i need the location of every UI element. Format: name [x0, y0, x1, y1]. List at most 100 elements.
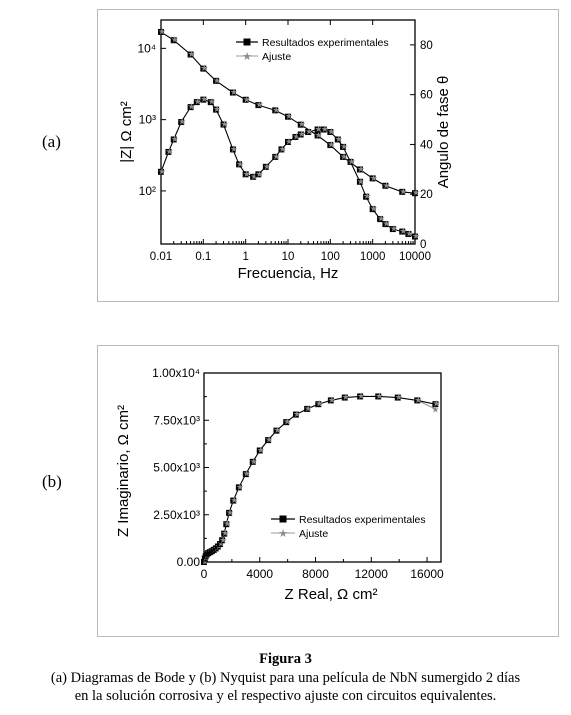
x-tick-label: 100	[321, 251, 340, 263]
nyquist-fit-point: ★	[293, 409, 301, 419]
phase-fit-point: ★	[412, 231, 420, 241]
y-tick-label: 7.50x10³	[153, 413, 200, 427]
nyquist-point	[357, 393, 364, 400]
nyquist-point	[432, 401, 439, 408]
nyquist-fit-point: ★	[431, 404, 439, 414]
phase-point	[334, 136, 341, 143]
phase-fit-point: ★	[220, 119, 228, 129]
modulus-point	[242, 96, 249, 103]
x-tick-label: 1	[242, 251, 248, 263]
phase-fit-point: ★	[335, 134, 343, 144]
phase-point	[369, 206, 376, 213]
phase-point	[340, 143, 347, 150]
phase-fit-point: ★	[243, 169, 251, 179]
phase-point	[213, 106, 220, 113]
bode-y-axis-label: |Z| Ω cm²	[118, 101, 135, 163]
modulus-fit-point: ★	[399, 186, 407, 196]
x-tick-label: 16000	[410, 567, 444, 581]
modulus-point	[158, 28, 164, 35]
x-tick-label: 0.1	[195, 251, 211, 263]
phase-fit-point: ★	[158, 166, 166, 176]
nyquist-point	[315, 401, 322, 408]
modulus-point	[314, 132, 321, 139]
bode-y2-axis-label: Angulo de fase θ	[435, 76, 452, 189]
phase-point	[262, 163, 269, 170]
nyquist-point	[256, 447, 263, 454]
y-tick-label: 2.50x10³	[153, 508, 200, 522]
modulus-point	[412, 190, 418, 197]
nyquist-point	[327, 397, 334, 404]
phase-point	[285, 138, 291, 145]
phase-fit-point: ★	[377, 214, 385, 224]
bode-chart: 0.01 0.1 1 10 100 1000 10000 10² 10³ 10⁴ 0 20 40 60 80…	[118, 19, 452, 282]
nyquist-fit-point: ★	[257, 445, 265, 455]
phase-point	[297, 131, 304, 138]
nyquist-fit-point: ★	[342, 392, 350, 402]
phase-fit-point: ★	[194, 97, 202, 107]
phase-fit-point: ★	[278, 144, 286, 154]
nyquist-fit-point: ★	[414, 395, 422, 405]
modulus-point	[213, 77, 220, 84]
phase-point	[382, 221, 389, 228]
phase-fit-point: ★	[208, 97, 216, 107]
x-tick-label: 8000	[302, 567, 329, 581]
nyquist-fit-point: ★	[283, 417, 291, 427]
y-tick-label: 10³	[139, 113, 156, 127]
nyquist-point	[341, 394, 348, 401]
modulus-fit-point: ★	[357, 164, 365, 174]
phase-point	[193, 99, 200, 106]
modulus-point	[285, 113, 291, 120]
phase-fit-point: ★	[340, 141, 348, 151]
modulus-fit-point: ★	[327, 140, 335, 150]
figure-caption-line-2: en la solución corrosiva y el respectivo…	[74, 688, 497, 704]
nyquist-fit-tail	[417, 399, 436, 410]
phase-fit-point: ★	[298, 129, 306, 139]
x-tick-label: 4000	[246, 567, 273, 581]
modulus-fit-point: ★	[412, 188, 420, 198]
modulus-fit-point: ★	[370, 173, 378, 183]
phase-point	[399, 228, 406, 235]
y-tick-label: 10²	[139, 184, 156, 198]
phase-fit-point: ★	[236, 159, 244, 169]
modulus-point	[272, 107, 279, 114]
legend-marker-square	[243, 38, 251, 46]
modulus-point	[382, 182, 389, 189]
phase-fit-point: ★	[213, 104, 221, 114]
nyquist-fit-point: ★	[375, 391, 383, 401]
nyquist-point	[242, 471, 249, 478]
modulus-fit-point: ★	[213, 75, 221, 85]
modulus-point	[255, 102, 262, 109]
nyquist-fit-point: ★	[315, 399, 323, 409]
phase-fit-point: ★	[178, 117, 186, 127]
modulus-fit-point: ★	[200, 63, 208, 73]
bode-x-axis-label: Frecuencia, Hz	[238, 265, 339, 282]
phase-point	[170, 136, 177, 143]
nyquist-point	[249, 458, 256, 465]
phase-point	[327, 129, 334, 135]
legend-label-experimental: Resultados experimentales	[262, 37, 389, 49]
phase-point	[200, 96, 207, 103]
nyquist-fit-point: ★	[250, 456, 258, 466]
phase-point	[347, 158, 354, 165]
modulus-fit-point: ★	[315, 130, 323, 140]
modulus-point	[229, 89, 236, 96]
nyquist-y-axis-label: Z Imaginario, Ω cm²	[115, 405, 132, 537]
modulus-fit-point: ★	[285, 111, 293, 121]
x-tick-label: 12000	[355, 567, 389, 581]
phase-fit-point: ★	[390, 224, 398, 234]
nyquist-point	[394, 394, 401, 401]
phase-fit-point: ★	[357, 176, 365, 186]
phase-fit-point: ★	[305, 127, 313, 137]
legend-label-experimental: Resultados experimentales	[299, 514, 426, 526]
x-tick-label: 10000	[399, 251, 431, 263]
modulus-point	[340, 153, 347, 160]
phase-fit-point: ★	[405, 229, 413, 239]
modulus-point	[399, 188, 406, 195]
nyquist-point	[230, 497, 237, 504]
modulus-fit-point: ★	[243, 94, 251, 104]
nyquist-point	[414, 397, 421, 404]
phase-point	[207, 99, 214, 106]
modulus-point	[356, 166, 363, 173]
nyquist-point	[221, 530, 228, 537]
nyquist-fit-point: ★	[357, 391, 365, 401]
